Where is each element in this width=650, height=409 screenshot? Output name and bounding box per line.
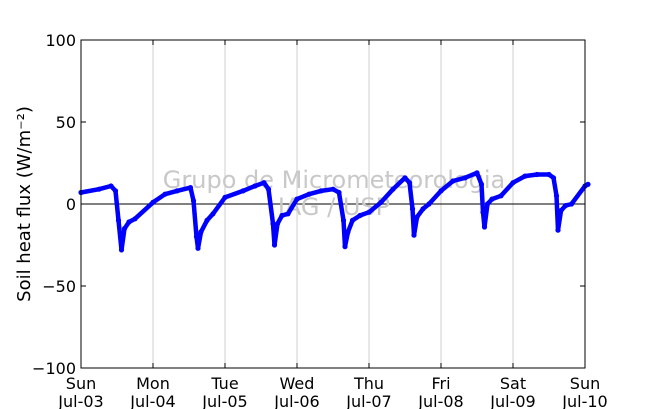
data-point: [204, 217, 210, 223]
data-point: [112, 188, 119, 194]
data-point: [562, 203, 569, 209]
data-point: [555, 227, 561, 233]
data-point: [349, 217, 356, 223]
x-tick-label-date: Jul-10: [561, 392, 607, 409]
data-point: [534, 171, 540, 178]
data-point: [222, 194, 228, 200]
data-point: [118, 247, 125, 253]
data-point: [271, 242, 278, 248]
data-point: [345, 229, 351, 235]
y-tick-label: −50: [42, 277, 76, 296]
data-point: [162, 191, 168, 197]
data-point: [553, 193, 560, 199]
data-point: [210, 211, 216, 217]
data-point: [285, 211, 291, 217]
data-point: [265, 186, 272, 192]
y-axis-ticks: 100 50 0 −50 −100: [32, 31, 585, 378]
data-point: [342, 244, 348, 250]
x-tick-label-date: Jul-08: [417, 392, 463, 409]
data-point: [240, 188, 246, 194]
data-point: [474, 170, 480, 176]
x-tick-label-day: Sun: [570, 374, 600, 393]
data-point: [274, 221, 281, 227]
data-point: [568, 201, 575, 207]
y-tick-label: 0: [66, 195, 76, 214]
data-point: [462, 175, 468, 181]
x-tick-label-date: Jul-04: [129, 392, 175, 409]
data-point: [108, 183, 114, 189]
data-point: [484, 201, 491, 207]
y-tick-label: −100: [32, 359, 76, 378]
data-point: [498, 193, 504, 199]
data-point: [378, 199, 384, 205]
x-tick-label-day: Wed: [280, 374, 315, 393]
x-tick-label-day: Mon: [136, 374, 170, 393]
y-tick-label: 100: [45, 31, 76, 50]
data-point: [409, 206, 416, 212]
data-point: [558, 208, 564, 214]
data-point: [522, 173, 528, 179]
data-point: [366, 209, 372, 215]
data-point: [478, 181, 485, 187]
data-point: [450, 178, 456, 184]
data-point: [187, 185, 194, 191]
data-point: [261, 180, 267, 186]
x-tick-label-date: Jul-05: [201, 392, 247, 409]
data-point: [132, 216, 138, 222]
data-point: [294, 196, 300, 202]
data-point: [585, 181, 591, 187]
data-point: [190, 198, 197, 204]
data-point: [174, 188, 180, 194]
data-point: [426, 201, 432, 207]
data-point: [489, 196, 495, 202]
x-tick-label-date: Jul-06: [273, 392, 319, 409]
data-point: [481, 224, 488, 230]
x-tick-label-date: Jul-09: [489, 392, 535, 409]
data-point: [402, 175, 408, 181]
y-axis-title: Soil heat flux (W/m⁻²): [14, 106, 35, 302]
data-point: [318, 188, 324, 194]
data-point: [270, 221, 276, 227]
data-point: [390, 186, 396, 192]
x-tick-label-day: Sat: [500, 374, 526, 393]
data-point: [411, 232, 417, 238]
data-point: [414, 214, 420, 220]
data-point: [406, 180, 413, 186]
x-axis-ticks: SunJul-03MonJul-04TueJul-05WedJul-06ThuJ…: [57, 40, 608, 409]
x-tick-label-day: Fri: [431, 374, 450, 393]
data-point: [510, 180, 516, 186]
data-point: [480, 209, 486, 215]
x-tick-label-day: Thu: [353, 374, 384, 393]
data-point: [96, 186, 102, 192]
data-point: [357, 212, 363, 219]
series-layer: [78, 170, 591, 253]
data-point: [279, 212, 285, 219]
data-point: [550, 175, 557, 181]
data-point: [330, 186, 336, 192]
data-point: [121, 226, 128, 232]
data-point: [198, 229, 204, 235]
data-point: [252, 183, 258, 189]
x-tick-label-date: Jul-03: [57, 392, 103, 409]
data-point: [336, 189, 342, 196]
data-point: [438, 188, 444, 194]
data-point: [420, 206, 426, 212]
data-point: [546, 171, 552, 178]
data-point: [115, 217, 122, 223]
x-tick-label-day: Sun: [66, 374, 96, 393]
x-tick-label-day: Tue: [210, 374, 238, 393]
y-tick-label: 50: [56, 113, 76, 132]
data-point: [126, 219, 132, 225]
x-tick-label-date: Jul-07: [345, 392, 391, 409]
data-point: [340, 217, 347, 223]
data-point: [193, 234, 200, 240]
data-point: [195, 245, 201, 251]
data-point: [306, 191, 312, 197]
data-point: [150, 199, 156, 205]
